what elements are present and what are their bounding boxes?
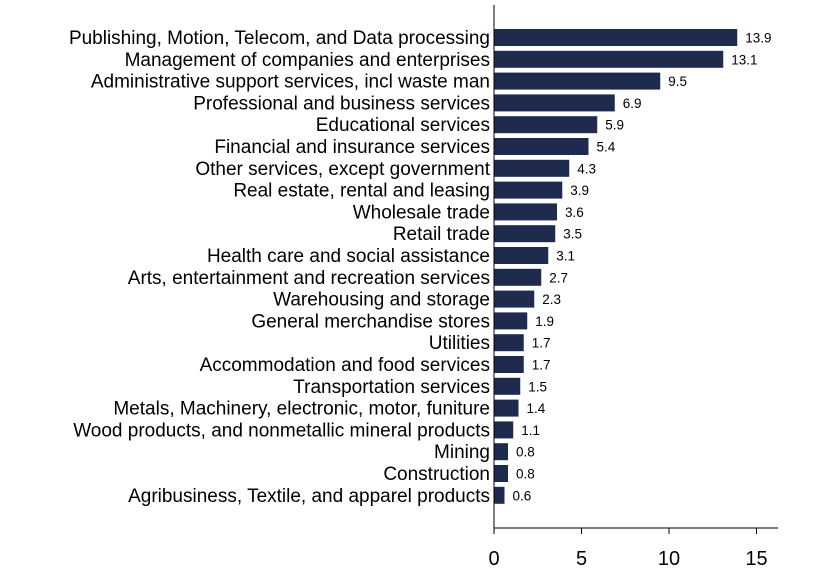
value-label: 1.4: [527, 401, 546, 416]
category-label: Utilities: [429, 333, 490, 354]
category-label: Metals, Machinery, electronic, motor, fu…: [113, 399, 490, 420]
value-label: 1.7: [532, 358, 551, 373]
bar: [494, 486, 505, 504]
value-label: 3.1: [556, 249, 575, 264]
x-tick-label: 15: [745, 548, 767, 570]
value-label: 0.8: [516, 445, 535, 460]
bar: [494, 225, 556, 243]
bar: [494, 159, 570, 177]
category-label: Transportation services: [293, 377, 490, 398]
bar: [494, 247, 549, 264]
bar: [494, 50, 724, 68]
value-label: 5.9: [605, 118, 624, 133]
category-label: Mining: [434, 442, 490, 463]
bar: [494, 72, 661, 90]
bar: [494, 421, 514, 439]
value-label: 2.3: [542, 292, 561, 307]
category-label: Accommodation and food services: [200, 355, 490, 376]
x-tick-label: 0: [488, 548, 499, 570]
bar: [494, 443, 508, 461]
category-label: Real estate, rental and leasing: [233, 181, 490, 202]
bar: [494, 181, 563, 199]
value-label: 4.3: [577, 161, 596, 176]
category-label: Wholesale trade: [353, 202, 490, 223]
category-label: Retail trade: [393, 224, 490, 245]
category-label: Publishing, Motion, Telecom, and Data pr…: [69, 28, 490, 49]
x-tick-label: 5: [576, 548, 587, 570]
axes-group: 0 5 10 15: [488, 5, 778, 570]
category-labels-group: Publishing, Motion, Telecom, and Data pr…: [69, 28, 491, 507]
bar: [494, 268, 542, 286]
x-tick-label: 10: [658, 548, 680, 570]
value-label: 6.9: [623, 96, 642, 111]
category-label: General merchandise stores: [251, 311, 490, 332]
category-label: Construction: [383, 464, 490, 485]
bar: [494, 312, 528, 330]
value-label: 3.6: [565, 205, 584, 220]
value-label: 5.4: [597, 140, 616, 155]
value-label: 1.9: [535, 314, 554, 329]
bar: [494, 94, 615, 112]
value-label: 3.5: [563, 227, 582, 242]
bar: [494, 465, 508, 482]
category-label: Financial and insurance services: [214, 137, 490, 158]
bar: [494, 356, 524, 373]
bar: [494, 29, 738, 46]
value-label: 1.7: [532, 336, 551, 351]
value-label: 1.5: [528, 379, 547, 394]
category-label: Other services, except government: [195, 159, 490, 180]
bar: [494, 377, 521, 395]
value-label: 9.5: [668, 74, 687, 89]
category-label: Educational services: [316, 115, 490, 136]
bar: [494, 334, 524, 352]
value-label: 1.1: [521, 423, 540, 438]
bar: [494, 290, 535, 308]
bar: [494, 399, 519, 417]
category-label: Professional and business services: [193, 93, 490, 114]
category-label: Agribusiness, Textile, and apparel produ…: [128, 486, 490, 507]
category-label: Warehousing and storage: [273, 290, 490, 311]
bars-group: [494, 29, 738, 504]
value-label: 13.1: [731, 52, 757, 67]
category-label: Arts, entertainment and recreation servi…: [128, 268, 490, 289]
value-label: 3.9: [570, 183, 589, 198]
category-label: Administrative support services, incl wa…: [91, 72, 490, 93]
value-labels-group: 13.9 13.1 9.5 6.9 5.9 5.44.3 3.9 3.6 3.5 3.1 2.7 2.…: [513, 31, 772, 504]
bar: [494, 138, 589, 155]
category-label: Management of companies and enterprises: [125, 50, 490, 71]
category-label: Health care and social assistance: [207, 246, 490, 267]
value-label: 0.6: [513, 488, 532, 503]
bar: [494, 116, 598, 134]
value-label: 2.7: [549, 270, 568, 285]
bar: [494, 203, 557, 221]
value-label: 13.9: [745, 31, 771, 46]
value-label: 0.8: [516, 467, 535, 482]
category-label: Wood products, and nonmetallic mineral p…: [73, 420, 490, 441]
